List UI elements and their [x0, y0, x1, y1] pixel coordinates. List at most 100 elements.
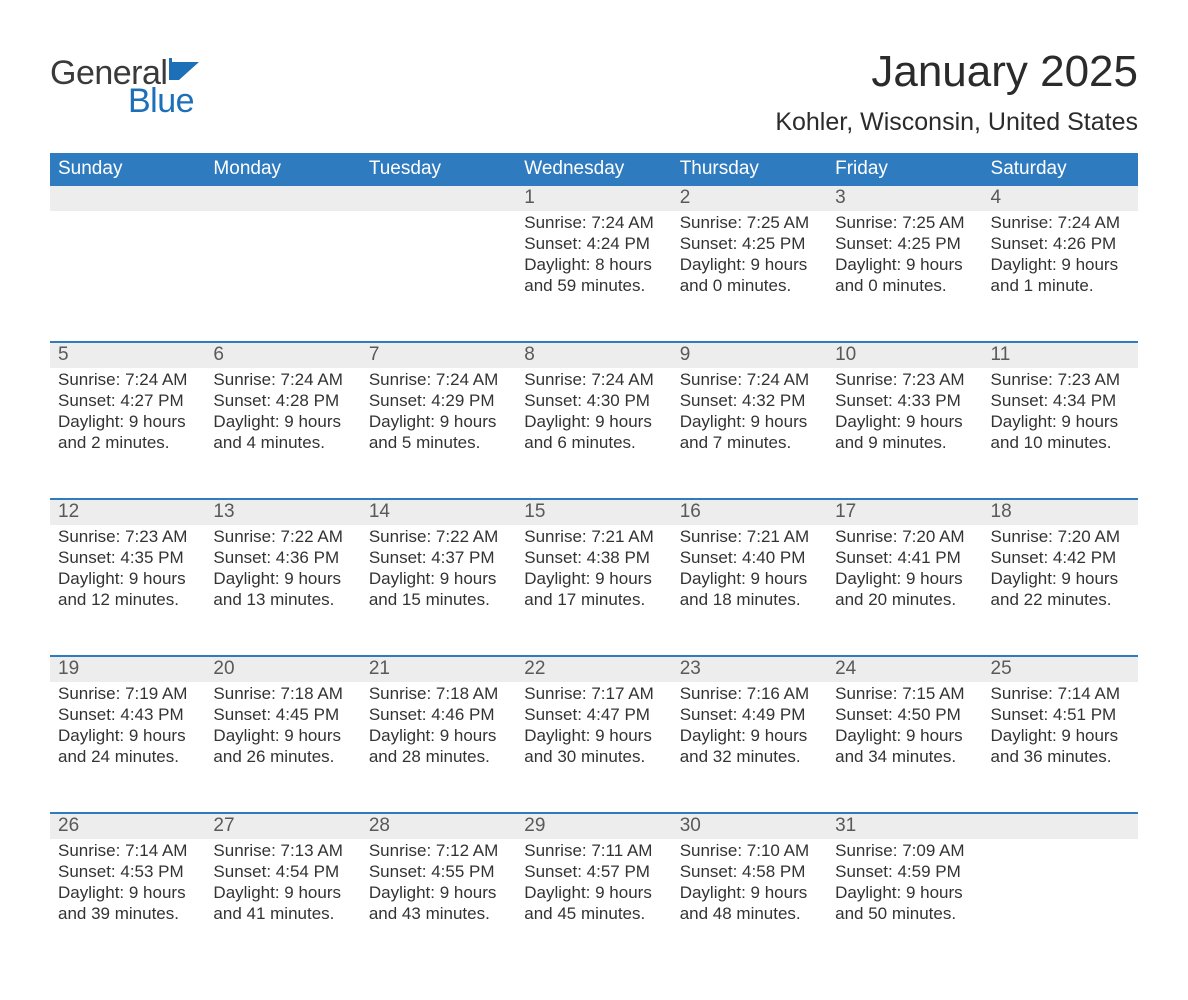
sunrise-text: Sunrise: 7:14 AM	[991, 684, 1130, 705]
sunrise-text: Sunrise: 7:18 AM	[213, 684, 352, 705]
day-number-cell: 18	[983, 499, 1138, 525]
daybody-row: Sunrise: 7:24 AMSunset: 4:27 PMDaylight:…	[50, 368, 1138, 499]
daylight-text-1: Daylight: 9 hours	[680, 569, 819, 590]
day-body-cell: Sunrise: 7:24 AMSunset: 4:28 PMDaylight:…	[205, 368, 360, 499]
day-body-cell: Sunrise: 7:23 AMSunset: 4:33 PMDaylight:…	[827, 368, 982, 499]
daynum-row: 262728293031	[50, 813, 1138, 839]
day-body-cell: Sunrise: 7:18 AMSunset: 4:45 PMDaylight:…	[205, 682, 360, 813]
daylight-text-2: and 18 minutes.	[680, 590, 819, 611]
sunrise-text: Sunrise: 7:24 AM	[213, 370, 352, 391]
daylight-text-1: Daylight: 9 hours	[213, 883, 352, 904]
sunrise-text: Sunrise: 7:20 AM	[835, 527, 974, 548]
daylight-text-2: and 5 minutes.	[369, 433, 508, 454]
day-body-cell: Sunrise: 7:14 AMSunset: 4:53 PMDaylight:…	[50, 839, 205, 970]
day-body-cell: Sunrise: 7:11 AMSunset: 4:57 PMDaylight:…	[516, 839, 671, 970]
location-subtitle: Kohler, Wisconsin, United States	[775, 108, 1138, 137]
day-body-cell: Sunrise: 7:23 AMSunset: 4:34 PMDaylight:…	[983, 368, 1138, 499]
day-header: Saturday	[983, 153, 1138, 186]
daylight-text-2: and 0 minutes.	[835, 276, 974, 297]
day-body-cell: Sunrise: 7:09 AMSunset: 4:59 PMDaylight:…	[827, 839, 982, 970]
day-body-cell: Sunrise: 7:12 AMSunset: 4:55 PMDaylight:…	[361, 839, 516, 970]
sunrise-text: Sunrise: 7:24 AM	[524, 213, 663, 234]
sunrise-text: Sunrise: 7:23 AM	[991, 370, 1130, 391]
day-body-cell: Sunrise: 7:16 AMSunset: 4:49 PMDaylight:…	[672, 682, 827, 813]
daylight-text-2: and 34 minutes.	[835, 747, 974, 768]
sunset-text: Sunset: 4:33 PM	[835, 391, 974, 412]
sunset-text: Sunset: 4:55 PM	[369, 862, 508, 883]
daylight-text-2: and 6 minutes.	[524, 433, 663, 454]
daylight-text-1: Daylight: 9 hours	[524, 412, 663, 433]
day-number-cell: 9	[672, 342, 827, 368]
sunset-text: Sunset: 4:42 PM	[991, 548, 1130, 569]
sunrise-text: Sunrise: 7:24 AM	[524, 370, 663, 391]
sunrise-text: Sunrise: 7:21 AM	[680, 527, 819, 548]
header-row: General Blue January 2025 Kohler, Wiscon…	[50, 48, 1138, 137]
daylight-text-1: Daylight: 9 hours	[991, 412, 1130, 433]
sunset-text: Sunset: 4:30 PM	[524, 391, 663, 412]
sunset-text: Sunset: 4:46 PM	[369, 705, 508, 726]
daylight-text-2: and 15 minutes.	[369, 590, 508, 611]
day-number-cell	[50, 186, 205, 211]
day-number-cell	[361, 186, 516, 211]
day-body-cell: Sunrise: 7:22 AMSunset: 4:37 PMDaylight:…	[361, 525, 516, 656]
day-body-cell: Sunrise: 7:24 AMSunset: 4:26 PMDaylight:…	[983, 211, 1138, 342]
sunrise-text: Sunrise: 7:23 AM	[58, 527, 197, 548]
sunset-text: Sunset: 4:57 PM	[524, 862, 663, 883]
day-body-cell: Sunrise: 7:24 AMSunset: 4:27 PMDaylight:…	[50, 368, 205, 499]
day-number-cell: 4	[983, 186, 1138, 211]
daylight-text-1: Daylight: 9 hours	[524, 883, 663, 904]
daybody-row: Sunrise: 7:24 AMSunset: 4:24 PMDaylight:…	[50, 211, 1138, 342]
day-number-cell: 11	[983, 342, 1138, 368]
day-body-cell	[361, 211, 516, 342]
daylight-text-1: Daylight: 9 hours	[369, 883, 508, 904]
sunrise-text: Sunrise: 7:24 AM	[58, 370, 197, 391]
daylight-text-1: Daylight: 9 hours	[835, 412, 974, 433]
sunrise-text: Sunrise: 7:22 AM	[213, 527, 352, 548]
daylight-text-2: and 41 minutes.	[213, 904, 352, 925]
day-body-cell: Sunrise: 7:20 AMSunset: 4:42 PMDaylight:…	[983, 525, 1138, 656]
day-body-cell	[50, 211, 205, 342]
day-body-cell: Sunrise: 7:24 AMSunset: 4:32 PMDaylight:…	[672, 368, 827, 499]
daynum-row: 567891011	[50, 342, 1138, 368]
day-number-cell	[983, 813, 1138, 839]
day-number-cell: 5	[50, 342, 205, 368]
daylight-text-1: Daylight: 9 hours	[524, 726, 663, 747]
day-number-cell: 6	[205, 342, 360, 368]
daybody-row: Sunrise: 7:19 AMSunset: 4:43 PMDaylight:…	[50, 682, 1138, 813]
daylight-text-2: and 4 minutes.	[213, 433, 352, 454]
day-body-cell: Sunrise: 7:17 AMSunset: 4:47 PMDaylight:…	[516, 682, 671, 813]
sunrise-text: Sunrise: 7:22 AM	[369, 527, 508, 548]
sunset-text: Sunset: 4:45 PM	[213, 705, 352, 726]
calendar-body: 1234Sunrise: 7:24 AMSunset: 4:24 PMDayli…	[50, 186, 1138, 970]
day-body-cell: Sunrise: 7:18 AMSunset: 4:46 PMDaylight:…	[361, 682, 516, 813]
day-number-cell: 12	[50, 499, 205, 525]
day-body-cell: Sunrise: 7:19 AMSunset: 4:43 PMDaylight:…	[50, 682, 205, 813]
sunrise-text: Sunrise: 7:11 AM	[524, 841, 663, 862]
daylight-text-1: Daylight: 9 hours	[213, 726, 352, 747]
sunset-text: Sunset: 4:27 PM	[58, 391, 197, 412]
day-number-cell: 19	[50, 656, 205, 682]
day-number-cell: 8	[516, 342, 671, 368]
day-header-row: Sunday Monday Tuesday Wednesday Thursday…	[50, 153, 1138, 186]
sunrise-text: Sunrise: 7:15 AM	[835, 684, 974, 705]
month-title: January 2025	[775, 48, 1138, 96]
day-body-cell: Sunrise: 7:25 AMSunset: 4:25 PMDaylight:…	[672, 211, 827, 342]
daylight-text-2: and 43 minutes.	[369, 904, 508, 925]
day-number-cell: 23	[672, 656, 827, 682]
sunrise-text: Sunrise: 7:21 AM	[524, 527, 663, 548]
daylight-text-2: and 24 minutes.	[58, 747, 197, 768]
sunset-text: Sunset: 4:53 PM	[58, 862, 197, 883]
day-number-cell: 30	[672, 813, 827, 839]
sunset-text: Sunset: 4:51 PM	[991, 705, 1130, 726]
day-number-cell: 7	[361, 342, 516, 368]
sunrise-text: Sunrise: 7:17 AM	[524, 684, 663, 705]
daylight-text-1: Daylight: 9 hours	[680, 726, 819, 747]
daylight-text-1: Daylight: 9 hours	[991, 255, 1130, 276]
logo-word-blue: Blue	[128, 86, 203, 117]
daylight-text-2: and 17 minutes.	[524, 590, 663, 611]
day-body-cell	[983, 839, 1138, 970]
daylight-text-1: Daylight: 9 hours	[991, 726, 1130, 747]
daylight-text-2: and 28 minutes.	[369, 747, 508, 768]
daylight-text-2: and 45 minutes.	[524, 904, 663, 925]
daylight-text-1: Daylight: 9 hours	[835, 883, 974, 904]
